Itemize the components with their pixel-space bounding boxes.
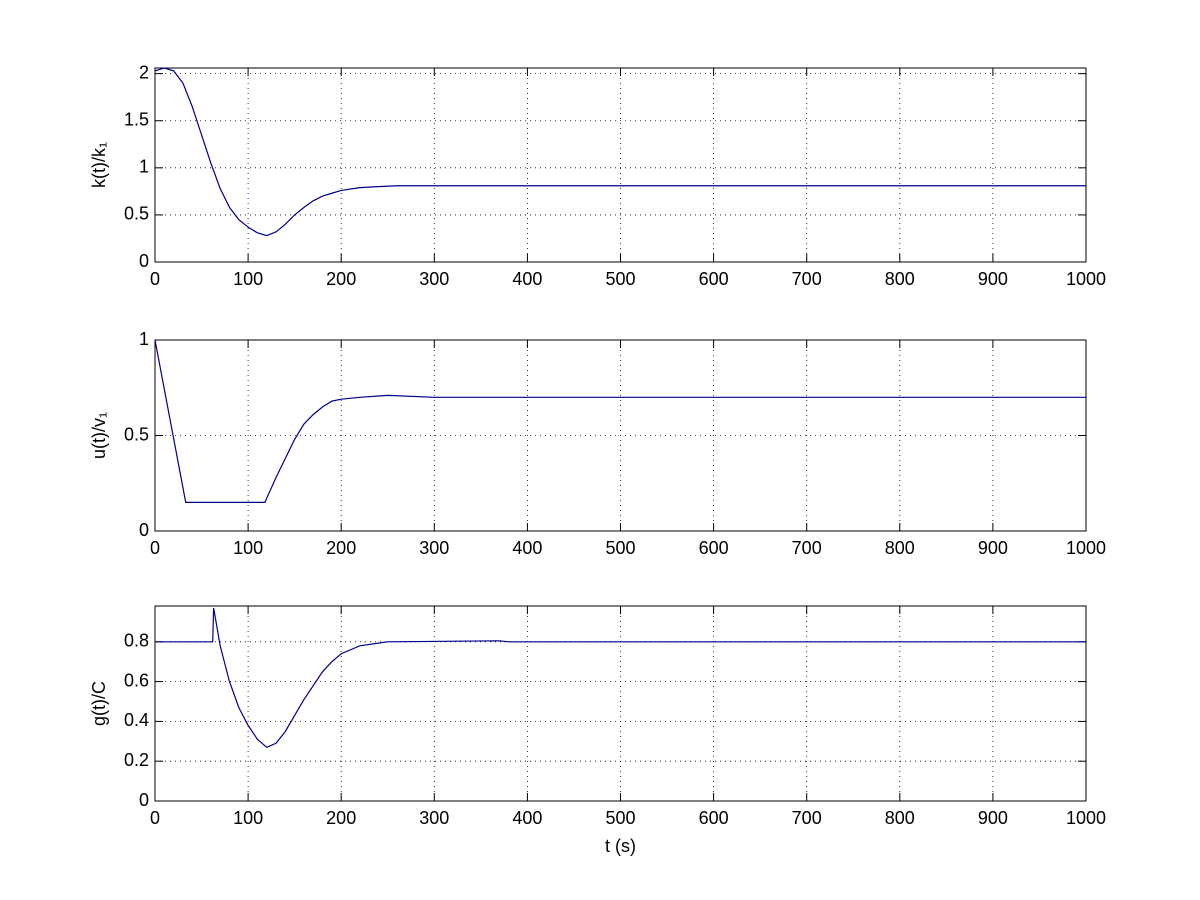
y-tick-label: 0.5 <box>124 204 149 224</box>
plot-frame <box>154 67 1087 263</box>
x-tick-label: 300 <box>419 808 449 828</box>
x-tick-label: 600 <box>699 538 729 558</box>
x-tick-label: 600 <box>699 269 729 289</box>
data-line <box>154 339 1086 503</box>
y-tick-label: 0.4 <box>124 710 149 730</box>
x-tick-label: 700 <box>792 269 822 289</box>
x-tick-label: 600 <box>699 808 729 828</box>
x-tick-label: 0 <box>150 269 160 289</box>
plot-frame <box>154 605 1087 802</box>
y-tick-label: 0.8 <box>124 631 149 651</box>
y-tick-label: 2 <box>139 62 149 82</box>
x-tick-label: 400 <box>512 538 542 558</box>
y-tick-label: 0 <box>139 520 149 540</box>
x-tick-label: 1000 <box>1066 808 1106 828</box>
x-tick-label: 800 <box>885 538 915 558</box>
x-tick-label: 400 <box>512 269 542 289</box>
y-tick-label: 0 <box>139 790 149 810</box>
y-tick-label: 0.5 <box>124 424 149 444</box>
x-tick-label: 800 <box>885 808 915 828</box>
y-tick-label: 0 <box>139 251 149 271</box>
x-tick-label: 1000 <box>1066 269 1106 289</box>
y-axis-label: k(t)/k₁ <box>89 142 109 188</box>
y-axis-label: u(t)/v₁ <box>89 412 109 459</box>
x-tick-label: 100 <box>233 269 263 289</box>
x-tick-label: 0 <box>150 808 160 828</box>
y-tick-label: 1 <box>139 329 149 349</box>
x-tick-label: 200 <box>326 538 356 558</box>
x-tick-label: 500 <box>605 808 635 828</box>
x-tick-label: 900 <box>978 269 1008 289</box>
x-tick-label: 300 <box>419 269 449 289</box>
y-tick-label: 1.5 <box>124 109 149 129</box>
x-tick-label: 300 <box>419 538 449 558</box>
x-tick-label: 200 <box>326 808 356 828</box>
x-axis-label: t (s) <box>605 836 636 856</box>
y-tick-label: 0.6 <box>124 670 149 690</box>
x-tick-label: 400 <box>512 808 542 828</box>
x-tick-label: 100 <box>233 808 263 828</box>
data-line <box>154 67 1086 237</box>
x-tick-label: 900 <box>978 538 1008 558</box>
y-tick-label: 0.2 <box>124 750 149 770</box>
x-tick-label: 700 <box>792 538 822 558</box>
data-line <box>155 607 1086 748</box>
x-tick-label: 800 <box>885 269 915 289</box>
x-tick-label: 200 <box>326 269 356 289</box>
y-axis-label: g(t)/C <box>89 681 109 726</box>
x-tick-label: 500 <box>605 538 635 558</box>
x-tick-label: 100 <box>233 538 263 558</box>
plot-frame <box>154 339 1087 532</box>
x-tick-label: 700 <box>792 808 822 828</box>
y-tick-label: 1 <box>139 157 149 177</box>
x-tick-label: 0 <box>150 538 160 558</box>
x-tick-label: 900 <box>978 808 1008 828</box>
x-tick-label: 1000 <box>1066 538 1106 558</box>
x-tick-label: 500 <box>605 269 635 289</box>
